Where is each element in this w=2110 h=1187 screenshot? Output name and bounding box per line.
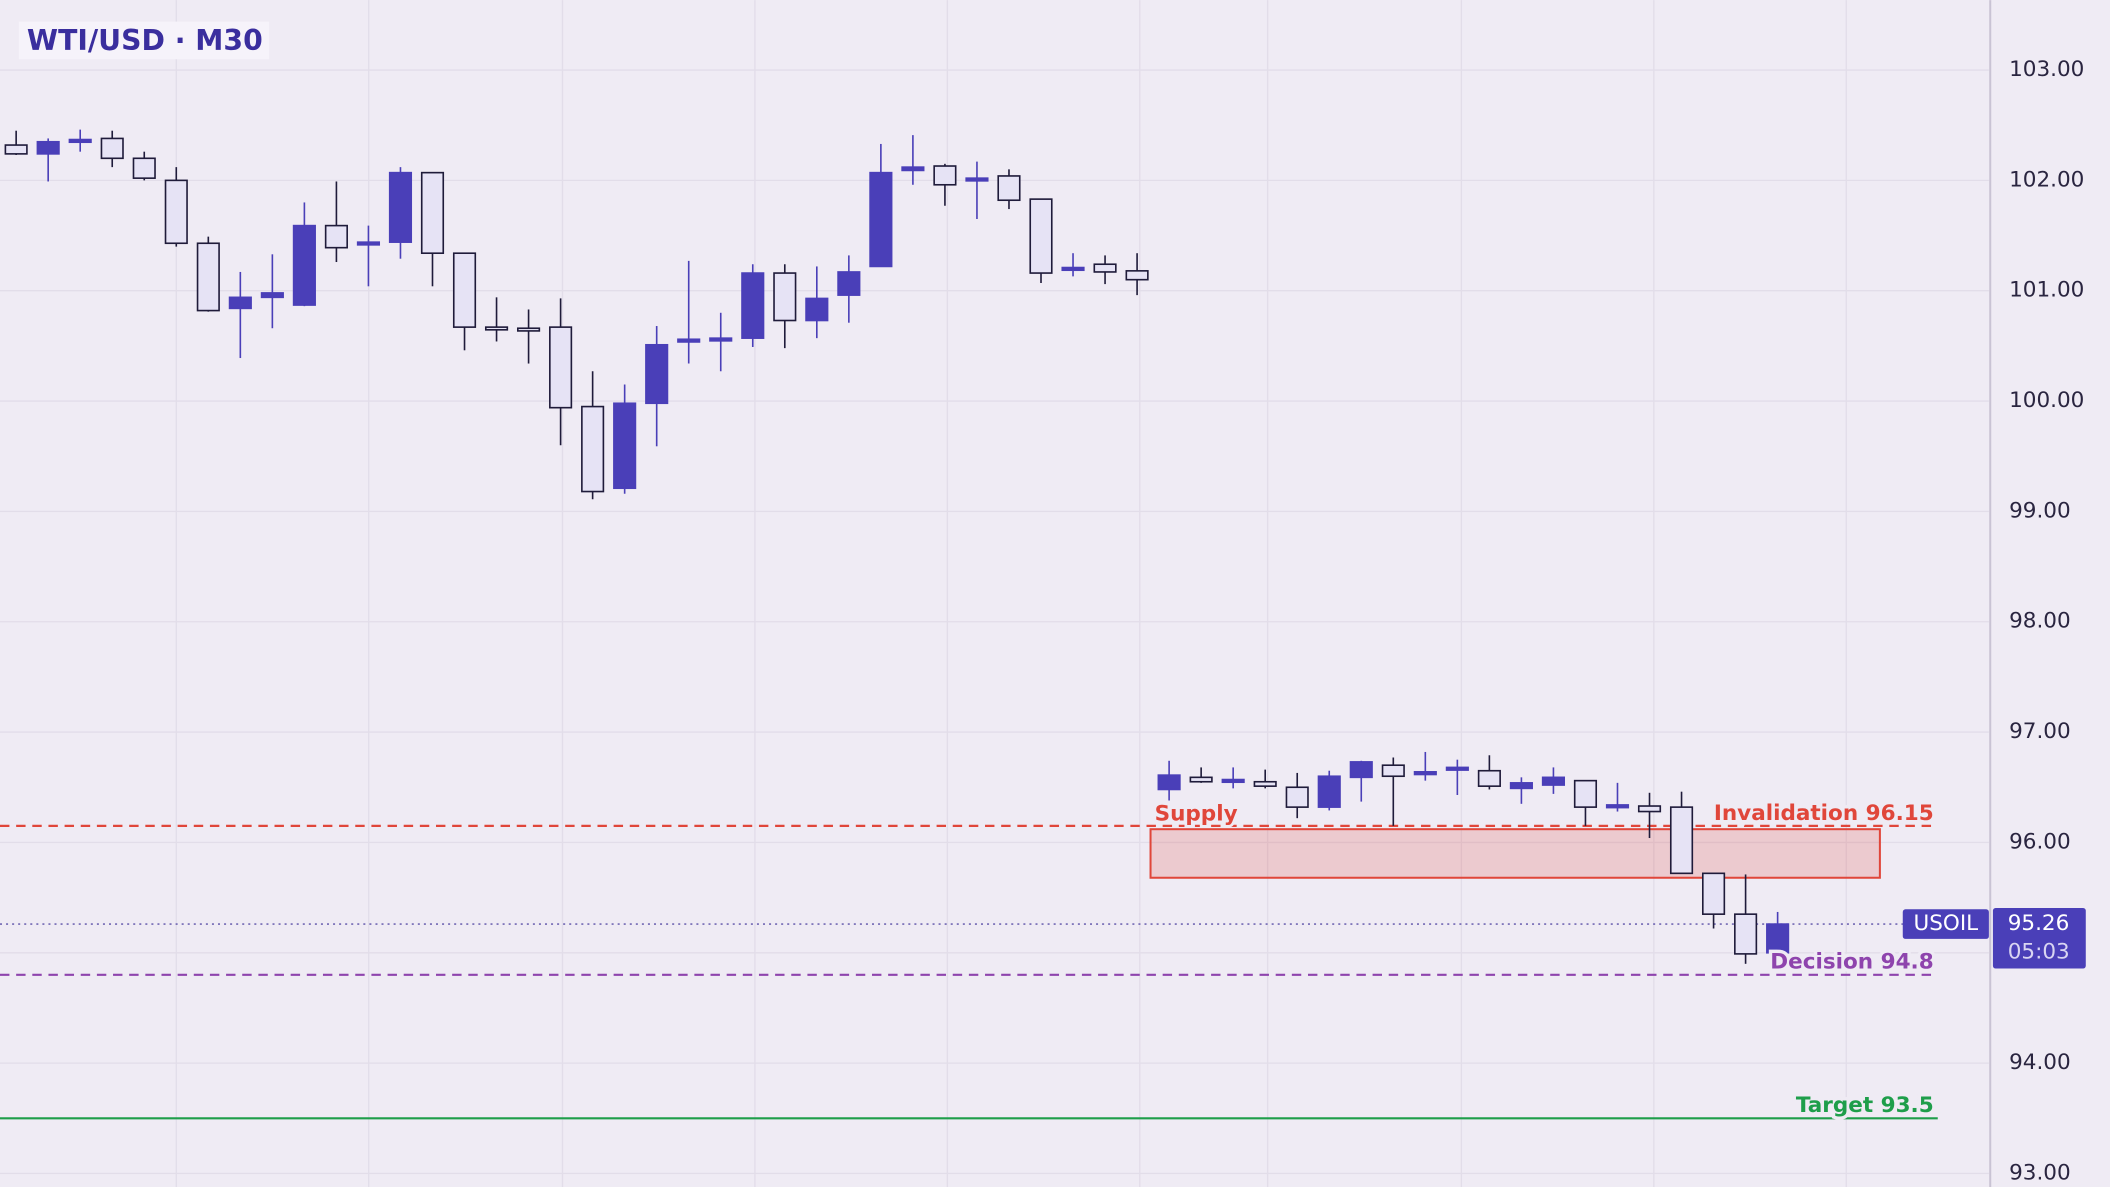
y-tick-label: 103.00 bbox=[2009, 57, 2084, 82]
candle-body bbox=[613, 402, 637, 490]
candle-body bbox=[549, 326, 573, 409]
candle-body bbox=[1701, 872, 1726, 915]
y-tick-label: 96.00 bbox=[2009, 829, 2071, 854]
candle-body bbox=[164, 179, 188, 245]
candle-body bbox=[997, 175, 1021, 202]
candle-body bbox=[517, 327, 541, 332]
candle-body bbox=[1669, 806, 1694, 875]
y-tick-label: 94.00 bbox=[2009, 1050, 2071, 1075]
candle-body bbox=[1189, 776, 1213, 783]
candle-body bbox=[388, 171, 413, 243]
candle-body bbox=[933, 165, 957, 186]
candle-body bbox=[1734, 913, 1758, 955]
candle-body bbox=[1381, 764, 1405, 778]
candle-body bbox=[1605, 804, 1630, 809]
candle-body bbox=[805, 297, 829, 322]
candle-body bbox=[1253, 780, 1277, 787]
candle-body bbox=[773, 272, 797, 322]
candle-body bbox=[645, 343, 669, 405]
candle-body bbox=[1477, 769, 1501, 787]
y-tick-label: 98.00 bbox=[2009, 609, 2071, 634]
candle-body bbox=[292, 224, 316, 306]
candle-body bbox=[1349, 761, 1373, 779]
y-tick-label: 102.00 bbox=[2009, 167, 2084, 192]
candle-body bbox=[484, 326, 509, 331]
candle-body bbox=[677, 338, 701, 343]
candle-body bbox=[837, 271, 861, 296]
candle-body bbox=[1317, 775, 1341, 808]
y-tick-label: 93.00 bbox=[2009, 1160, 2071, 1185]
candle-body bbox=[1285, 786, 1309, 808]
candle-body bbox=[196, 242, 220, 312]
y-tick-label: 100.00 bbox=[2009, 388, 2084, 413]
candle-body bbox=[1221, 778, 1245, 784]
candle-body bbox=[901, 166, 925, 172]
level-label: Invalidation 96.15 bbox=[1714, 801, 1934, 826]
price-tag bbox=[1992, 907, 2086, 969]
candle-body bbox=[228, 296, 252, 310]
candle-body bbox=[1125, 270, 1149, 281]
candle-body bbox=[741, 272, 765, 339]
candle-body bbox=[100, 137, 124, 160]
candle-body bbox=[1766, 923, 1790, 954]
level-label: Target 93.5 bbox=[1796, 1093, 1934, 1118]
candle-body bbox=[260, 292, 284, 299]
time-grid bbox=[175, 0, 1847, 1187]
y-tick-label: 101.00 bbox=[2009, 278, 2084, 303]
candle-body bbox=[1573, 779, 1598, 808]
candle-body bbox=[1061, 266, 1085, 272]
y-tick-label: 99.00 bbox=[2009, 498, 2071, 523]
candle-body bbox=[1445, 766, 1469, 771]
candle-body bbox=[68, 138, 92, 144]
candle-body bbox=[324, 224, 348, 249]
symbol-tag bbox=[1902, 909, 1989, 939]
candle-body bbox=[420, 171, 445, 255]
candle-body bbox=[1541, 776, 1566, 786]
candle-body bbox=[1157, 774, 1181, 791]
countdown-label: 05:03 bbox=[2008, 939, 2070, 964]
chart-title: WTI/USD · M30 bbox=[27, 24, 263, 57]
candle-body bbox=[869, 171, 893, 268]
title-box bbox=[18, 21, 270, 60]
candle-body bbox=[1029, 198, 1053, 274]
candle-body bbox=[581, 405, 605, 493]
candle-body bbox=[709, 337, 733, 342]
zone-label: Supply bbox=[1155, 801, 1238, 826]
last-price-label: 95.26 bbox=[2008, 911, 2070, 936]
candle-body bbox=[356, 241, 381, 246]
candle-body bbox=[452, 252, 477, 328]
candle-body bbox=[965, 177, 989, 182]
candle-body bbox=[36, 140, 60, 155]
level-label: Decision 94.8 bbox=[1770, 950, 1933, 975]
candle-body bbox=[1413, 771, 1437, 776]
candle-body bbox=[1637, 805, 1662, 813]
y-tick-label: 97.00 bbox=[2009, 719, 2071, 744]
candle-body bbox=[1093, 263, 1117, 273]
candle-body bbox=[132, 157, 156, 179]
candle-body bbox=[4, 144, 28, 155]
supply-zone bbox=[1149, 828, 1881, 879]
symbol-label: USOIL bbox=[1913, 911, 1978, 936]
candle-body bbox=[1509, 782, 1533, 790]
